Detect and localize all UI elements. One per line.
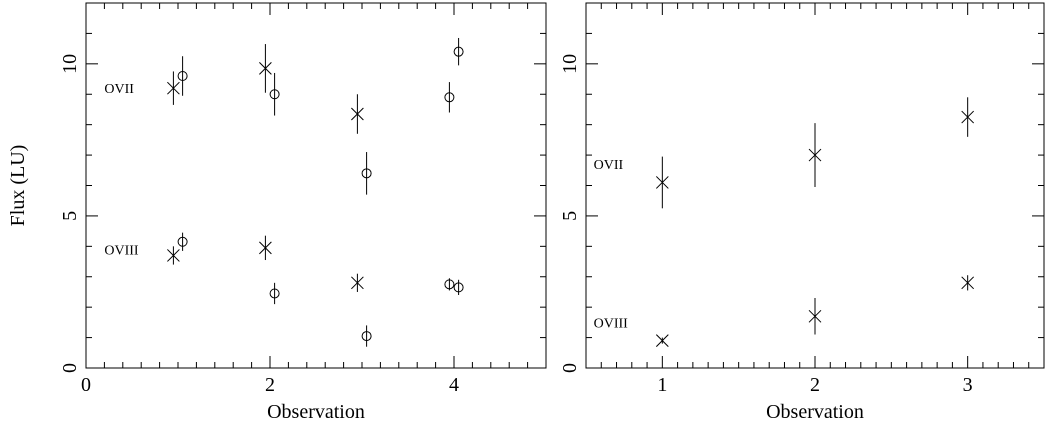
data-point-circle bbox=[177, 56, 188, 96]
y-tick-label: 5 bbox=[559, 211, 581, 221]
series-annotation: OVII bbox=[594, 158, 624, 173]
data-point-star bbox=[167, 246, 180, 265]
data-point-star bbox=[655, 156, 669, 209]
x-tick-label: 2 bbox=[265, 374, 275, 396]
x-tick-label: 2 bbox=[810, 374, 820, 396]
data-point-star bbox=[808, 298, 822, 335]
data-point-star bbox=[655, 334, 669, 347]
y-tick-label: 5 bbox=[59, 211, 81, 221]
plot-frame bbox=[85, 2, 547, 369]
x-tick-label: 3 bbox=[963, 374, 973, 396]
data-point-circle bbox=[177, 232, 188, 251]
data-point-star bbox=[259, 44, 272, 93]
data-point-circle bbox=[361, 152, 372, 195]
x-tick-label: 1 bbox=[657, 374, 667, 396]
y-tick-label: 10 bbox=[559, 54, 581, 74]
data-point-star bbox=[961, 275, 975, 291]
data-point-circle bbox=[269, 72, 280, 116]
data-point-star bbox=[259, 235, 272, 261]
y-tick-label: 0 bbox=[559, 363, 581, 373]
data-point-circle bbox=[453, 279, 464, 295]
y-tick-label: 10 bbox=[59, 54, 81, 74]
y-axis-label: Flux (LU) bbox=[7, 145, 29, 227]
x-tick-label: 0 bbox=[81, 374, 91, 396]
data-point-star bbox=[351, 94, 364, 134]
y-tick-label: 0 bbox=[59, 363, 81, 373]
data-point-star bbox=[808, 123, 822, 188]
x-axis-label: Observation bbox=[766, 401, 864, 423]
left-panel: 0 2 4 0 5 10 Observation Flux (LU) OVII OVIII bbox=[7, 2, 547, 423]
series-annotation: OVII bbox=[104, 82, 134, 97]
data-point-circle bbox=[361, 325, 372, 347]
x-tick-label: 4 bbox=[449, 374, 459, 396]
data-point-circle bbox=[444, 278, 455, 291]
data-point-star bbox=[961, 97, 975, 137]
x-axis-label: Observation bbox=[267, 401, 365, 423]
data-point-star bbox=[351, 273, 364, 292]
series-annotation: OVIII bbox=[594, 316, 629, 331]
data-point-circle bbox=[453, 37, 464, 66]
right-panel: 1 2 3 0 5 10 Observation OVII OVIII bbox=[559, 2, 1045, 423]
data-point-star bbox=[167, 71, 180, 105]
data-point-circle bbox=[269, 282, 280, 305]
series-annotation: OVIII bbox=[104, 243, 139, 258]
data-point-circle bbox=[444, 82, 455, 113]
